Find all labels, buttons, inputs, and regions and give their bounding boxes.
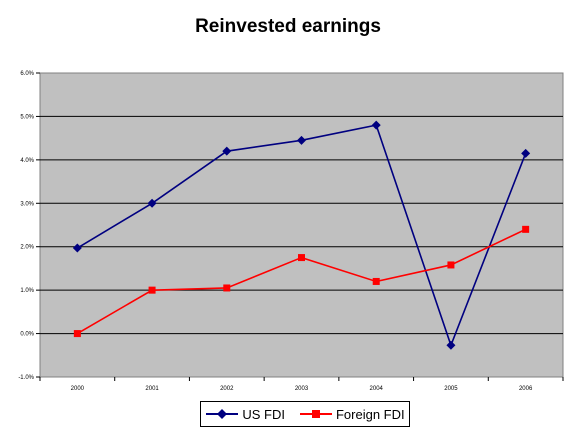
data-point-square	[298, 254, 305, 262]
x-tick-label: 2002	[220, 386, 234, 392]
y-tick-label: 3.0%	[20, 201, 34, 207]
x-tick-label: 2003	[295, 386, 309, 392]
y-tick-label: 5.0%	[20, 114, 34, 120]
data-point-diamond	[72, 243, 82, 253]
x-tick-label: 2004	[370, 386, 384, 392]
x-tick-label: 2005	[444, 386, 458, 392]
x-tick-label: 2006	[519, 386, 533, 392]
chart-title: Reinvested earnings	[195, 16, 381, 37]
y-tick-label: 0.0%	[20, 332, 34, 338]
legend-label-us-fdi: US FDI	[242, 406, 285, 422]
y-tick-label: 2.0%	[20, 245, 34, 251]
y-tick-label: 1.0%	[20, 288, 34, 294]
data-point-diamond	[297, 135, 306, 145]
legend: US FDI Foreign FDI	[200, 401, 410, 427]
data-point-square	[223, 284, 231, 292]
gridlines	[40, 115, 563, 335]
y-axis-ticks: -1.0% 0.0% 1.0% 2.0% 3.0% 4.0% 5.0% 6.0%	[18, 71, 40, 381]
series-layer	[72, 120, 531, 350]
y-tick-label: 6.0%	[20, 71, 34, 77]
y-tick-label: 4.0%	[20, 158, 34, 164]
data-point-diamond	[371, 120, 381, 130]
data-point-diamond	[521, 148, 531, 158]
legend-item-us-fdi: US FDI	[205, 407, 285, 422]
data-point-square	[447, 261, 455, 269]
data-point-diamond	[147, 198, 157, 208]
data-point-square	[73, 330, 81, 338]
legend-item-foreign-fdi: Foreign FDI	[299, 407, 405, 422]
x-tick-label: 2000	[71, 386, 85, 392]
data-point-square	[372, 277, 380, 285]
square-marker-icon	[299, 410, 332, 418]
data-point-square	[148, 286, 156, 294]
data-point-diamond	[222, 146, 232, 156]
data-point-square	[522, 225, 530, 233]
y-tick-label: -1.0%	[18, 375, 34, 381]
diamond-marker-icon	[206, 409, 239, 419]
x-tick-label: 2001	[145, 386, 159, 392]
x-axis-ticks: 2000 2001 2002 2003 2004 2005 2006	[39, 377, 564, 392]
data-point-diamond	[446, 340, 456, 350]
plot-area	[39, 72, 564, 378]
legend-label-foreign-fdi: Foreign FDI	[335, 406, 405, 422]
